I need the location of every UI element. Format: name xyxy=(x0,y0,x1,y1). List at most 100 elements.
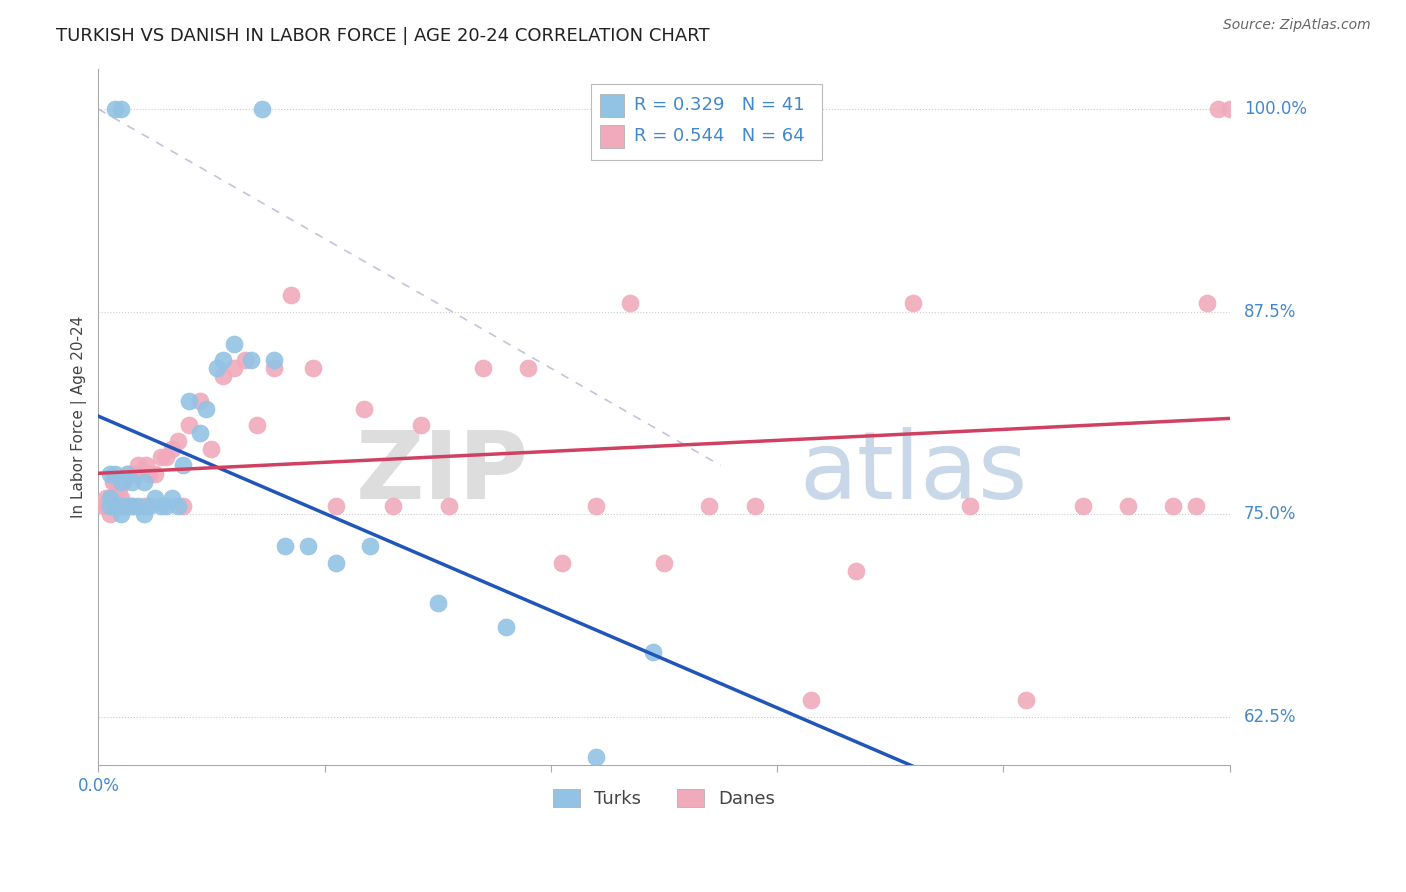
Point xyxy=(800,693,823,707)
Text: 100.0%: 100.0% xyxy=(1244,100,1306,118)
Point xyxy=(194,401,217,416)
Text: 75.0%: 75.0% xyxy=(1244,505,1296,523)
Text: R = 0.544   N = 64: R = 0.544 N = 64 xyxy=(634,128,804,145)
Point xyxy=(325,499,347,513)
Point xyxy=(96,499,118,513)
Text: R = 0.329   N = 41: R = 0.329 N = 41 xyxy=(634,96,804,114)
Point xyxy=(274,540,297,554)
Point xyxy=(426,596,449,610)
Point xyxy=(149,499,172,513)
Point xyxy=(132,507,155,521)
Point xyxy=(107,499,129,513)
Point xyxy=(697,499,720,513)
Point xyxy=(143,491,166,505)
Point xyxy=(115,467,138,481)
Point xyxy=(115,499,138,513)
Point xyxy=(517,361,540,376)
Point xyxy=(155,499,177,513)
Point xyxy=(409,417,432,432)
Point xyxy=(104,102,127,116)
Point xyxy=(104,475,127,489)
Point xyxy=(302,361,325,376)
Point xyxy=(235,353,257,368)
FancyBboxPatch shape xyxy=(599,94,624,117)
Point xyxy=(437,499,460,513)
Point xyxy=(98,507,121,521)
Point xyxy=(110,475,132,489)
Text: ZIP: ZIP xyxy=(356,426,529,518)
Point xyxy=(280,288,302,302)
Point xyxy=(149,450,172,465)
Point xyxy=(325,556,347,570)
Point xyxy=(98,499,121,513)
Text: Source: ZipAtlas.com: Source: ZipAtlas.com xyxy=(1223,18,1371,32)
Point xyxy=(263,361,285,376)
Point xyxy=(205,361,228,376)
Point xyxy=(166,434,188,449)
Point xyxy=(93,499,115,513)
Point xyxy=(585,499,607,513)
Point xyxy=(551,556,574,570)
Point xyxy=(901,296,924,310)
Point xyxy=(110,102,132,116)
Point xyxy=(1116,499,1139,513)
Point xyxy=(744,499,766,513)
Legend: Turks, Danes: Turks, Danes xyxy=(546,781,783,815)
Point xyxy=(252,102,274,116)
Point xyxy=(104,499,127,513)
Point xyxy=(211,353,233,368)
FancyBboxPatch shape xyxy=(599,125,624,148)
Point xyxy=(104,467,127,481)
Point xyxy=(845,564,868,578)
Point xyxy=(107,483,129,497)
Point xyxy=(143,467,166,481)
Point xyxy=(132,475,155,489)
Point xyxy=(381,499,404,513)
Point xyxy=(160,491,183,505)
Point xyxy=(127,499,149,513)
Point xyxy=(188,393,211,408)
Point xyxy=(1208,102,1230,116)
Point xyxy=(652,556,675,570)
Y-axis label: In Labor Force | Age 20-24: In Labor Force | Age 20-24 xyxy=(72,316,87,518)
Point xyxy=(101,499,124,513)
Point xyxy=(959,499,981,513)
Point xyxy=(177,417,200,432)
Point xyxy=(112,475,135,489)
Point xyxy=(104,499,127,513)
Text: TURKISH VS DANISH IN LABOR FORCE | AGE 20-24 CORRELATION CHART: TURKISH VS DANISH IN LABOR FORCE | AGE 2… xyxy=(56,27,710,45)
Point xyxy=(263,353,285,368)
Point xyxy=(172,458,194,473)
Point xyxy=(110,499,132,513)
Point xyxy=(240,353,263,368)
Point xyxy=(98,467,121,481)
Point xyxy=(1185,499,1208,513)
Point xyxy=(155,450,177,465)
Point xyxy=(121,499,143,513)
Point xyxy=(127,458,149,473)
Text: atlas: atlas xyxy=(800,426,1028,518)
Point xyxy=(177,393,200,408)
Point xyxy=(166,499,188,513)
FancyBboxPatch shape xyxy=(591,84,823,161)
Point xyxy=(200,442,222,457)
Point xyxy=(132,499,155,513)
Point xyxy=(160,442,183,457)
Point xyxy=(585,750,607,764)
Text: 87.5%: 87.5% xyxy=(1244,302,1296,320)
Point xyxy=(110,499,132,513)
Point xyxy=(98,491,121,505)
Point xyxy=(96,491,118,505)
Point xyxy=(110,507,132,521)
Text: 62.5%: 62.5% xyxy=(1244,707,1296,725)
Point xyxy=(619,296,641,310)
Point xyxy=(1197,296,1219,310)
Point xyxy=(224,337,246,351)
Point xyxy=(224,361,246,376)
Point xyxy=(495,620,517,634)
Point xyxy=(110,491,132,505)
Point xyxy=(297,540,319,554)
Point xyxy=(138,499,160,513)
Point xyxy=(641,645,664,659)
Point xyxy=(124,467,146,481)
